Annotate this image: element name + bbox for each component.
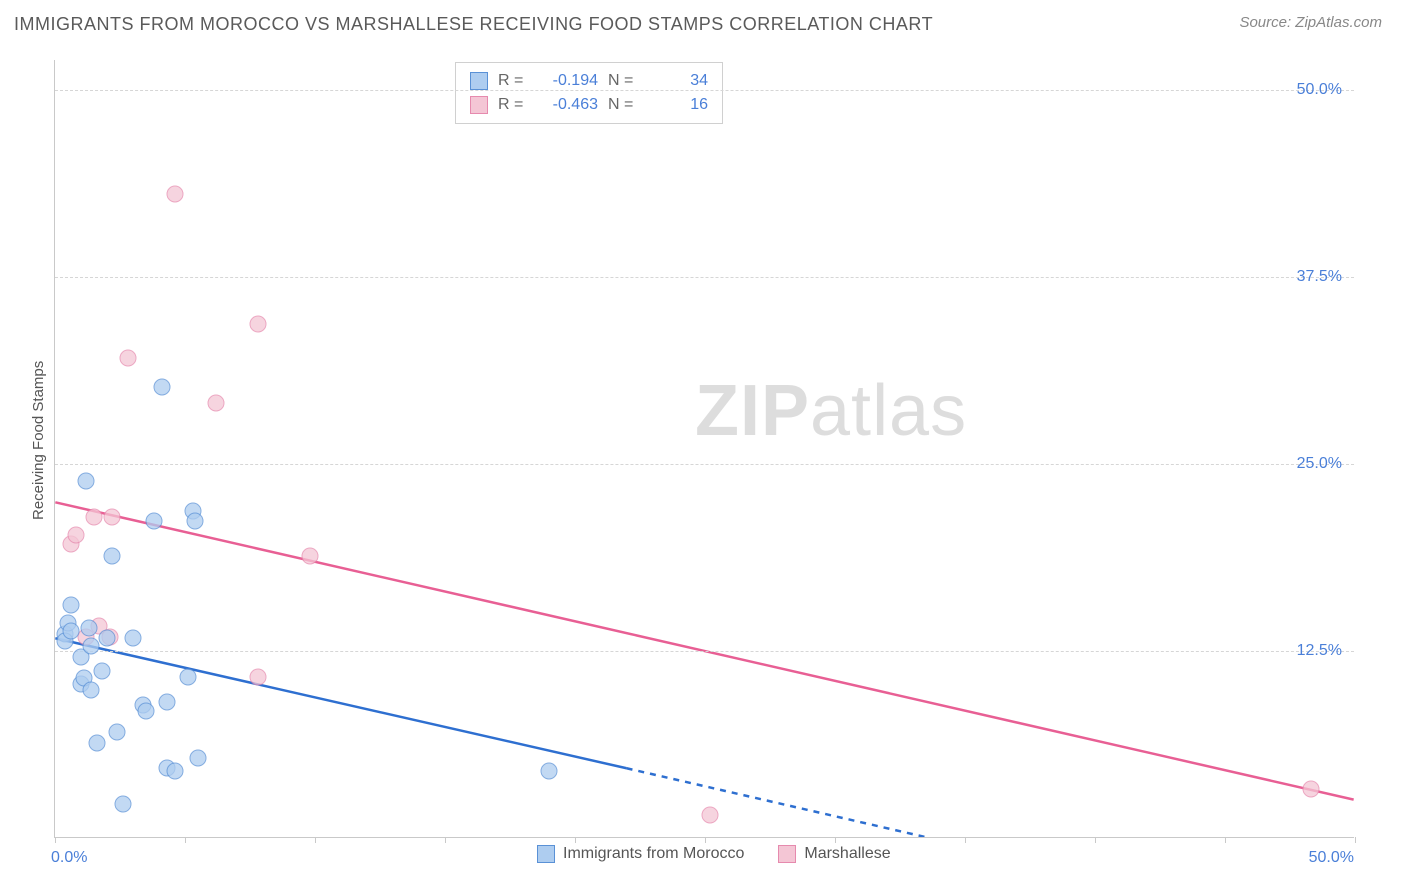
- r-label: R =: [498, 93, 528, 117]
- data-point-morocco: [138, 703, 155, 720]
- data-point-morocco: [541, 763, 558, 780]
- swatch-marshallese: [470, 96, 488, 114]
- data-point-morocco: [153, 378, 170, 395]
- ytick-label: 25.0%: [1297, 455, 1342, 473]
- chart-title: IMMIGRANTS FROM MOROCCO VS MARSHALLESE R…: [14, 14, 933, 35]
- data-point-marshallese: [301, 547, 318, 564]
- ytick-label: 50.0%: [1297, 81, 1342, 99]
- data-point-morocco: [93, 662, 110, 679]
- legend-item-morocco: Immigrants from Morocco: [537, 845, 744, 863]
- data-point-morocco: [80, 619, 97, 636]
- xtick: [185, 837, 186, 843]
- plot-area: ZIPatlas R = -0.194 N = 34 R = -0.463 N …: [54, 60, 1354, 838]
- x-end-label: 50.0%: [1309, 849, 1354, 867]
- data-point-morocco: [62, 622, 79, 639]
- legend-label-marshallese: Marshallese: [804, 845, 890, 863]
- correlation-legend: R = -0.194 N = 34 R = -0.463 N = 16: [455, 62, 723, 124]
- ytick-label: 37.5%: [1297, 268, 1342, 286]
- data-point-marshallese: [86, 508, 103, 525]
- swatch-morocco: [537, 845, 555, 863]
- data-point-morocco: [62, 597, 79, 614]
- data-point-morocco: [158, 694, 175, 711]
- x-start-label: 0.0%: [51, 849, 87, 867]
- xtick: [1225, 837, 1226, 843]
- xtick: [1095, 837, 1096, 843]
- source-label: Source: ZipAtlas.com: [1239, 14, 1382, 31]
- data-point-morocco: [166, 763, 183, 780]
- series-legend: Immigrants from Morocco Marshallese: [537, 845, 891, 863]
- data-point-marshallese: [104, 508, 121, 525]
- r-value-marshallese: -0.463: [538, 93, 598, 117]
- xtick: [705, 837, 706, 843]
- xtick: [55, 837, 56, 843]
- xtick: [315, 837, 316, 843]
- data-point-morocco: [179, 668, 196, 685]
- data-point-morocco: [88, 734, 105, 751]
- n-label: N =: [608, 93, 638, 117]
- xtick: [835, 837, 836, 843]
- data-point-morocco: [83, 682, 100, 699]
- xtick: [575, 837, 576, 843]
- watermark-light: atlas: [810, 371, 967, 451]
- watermark: ZIPatlas: [695, 370, 967, 452]
- legend-row-marshallese: R = -0.463 N = 16: [470, 93, 708, 117]
- gridline: [55, 464, 1354, 465]
- data-point-morocco: [109, 724, 126, 741]
- gridline: [55, 651, 1354, 652]
- swatch-morocco: [470, 72, 488, 90]
- data-point-marshallese: [1302, 781, 1319, 798]
- data-point-morocco: [190, 749, 207, 766]
- data-point-morocco: [145, 513, 162, 530]
- xtick: [445, 837, 446, 843]
- legend-item-marshallese: Marshallese: [778, 845, 890, 863]
- data-point-marshallese: [67, 526, 84, 543]
- data-point-marshallese: [249, 668, 266, 685]
- data-point-marshallese: [166, 185, 183, 202]
- data-point-morocco: [125, 630, 142, 647]
- data-point-morocco: [187, 513, 204, 530]
- data-point-morocco: [114, 796, 131, 813]
- watermark-bold: ZIP: [695, 371, 810, 451]
- swatch-marshallese: [778, 845, 796, 863]
- data-point-morocco: [99, 630, 116, 647]
- data-point-marshallese: [249, 315, 266, 332]
- ytick-label: 12.5%: [1297, 642, 1342, 660]
- y-axis-label: Receiving Food Stamps: [30, 361, 47, 520]
- legend-label-morocco: Immigrants from Morocco: [563, 845, 744, 863]
- xtick: [965, 837, 966, 843]
- data-point-marshallese: [119, 350, 136, 367]
- data-point-morocco: [104, 547, 121, 564]
- gridline: [55, 90, 1354, 91]
- regression-lines: [55, 60, 1354, 837]
- data-point-marshallese: [702, 806, 719, 823]
- xtick: [1355, 837, 1356, 843]
- gridline: [55, 277, 1354, 278]
- data-point-marshallese: [208, 395, 225, 412]
- data-point-morocco: [78, 472, 95, 489]
- n-value-marshallese: 16: [648, 93, 708, 117]
- data-point-morocco: [83, 637, 100, 654]
